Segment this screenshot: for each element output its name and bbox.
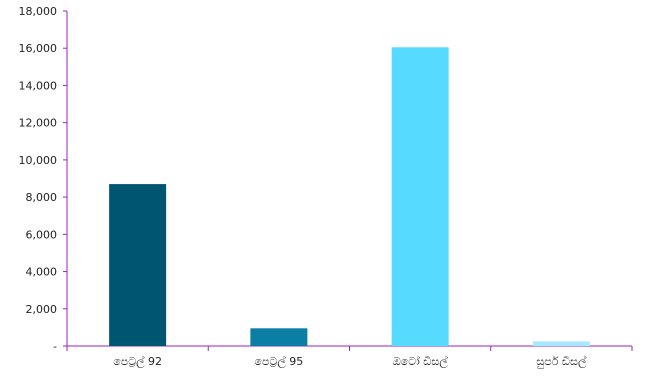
y-tick-label: 16,000 (19, 42, 58, 55)
bar (250, 328, 308, 346)
y-axis: - 2,000 4,000 6,000 8,000 10,000 12,000 14,000 1… (19, 5, 68, 353)
y-tick-label: - (53, 340, 57, 353)
bar (532, 341, 590, 346)
y-tick-label: 6,000 (26, 228, 58, 241)
y-tick-label: 2,000 (26, 303, 58, 316)
x-category-label: සුපර් ඩීසල් (536, 354, 587, 369)
x-category-label: පෙට්‍රල් 92 (113, 354, 162, 369)
y-tick-label: 10,000 (19, 154, 58, 167)
x-category-label: ඔටෝ ඩීසල් (393, 354, 449, 369)
y-tick-label: 12,000 (19, 117, 58, 130)
bar (109, 184, 167, 346)
bars (109, 47, 590, 347)
bar (391, 47, 449, 347)
y-tick-label: 14,000 (19, 79, 58, 92)
x-category-label: පෙට්‍රල් 95 (255, 354, 304, 369)
y-tick-label: 18,000 (19, 5, 58, 18)
y-tick-label: 4,000 (26, 266, 58, 279)
y-tick-label: 8,000 (26, 191, 58, 204)
x-axis: පෙට්‍රල් 92 පෙට්‍රල් 95 ඔටෝ ඩීසල් සුපර් ඩීස… (66, 345, 633, 369)
